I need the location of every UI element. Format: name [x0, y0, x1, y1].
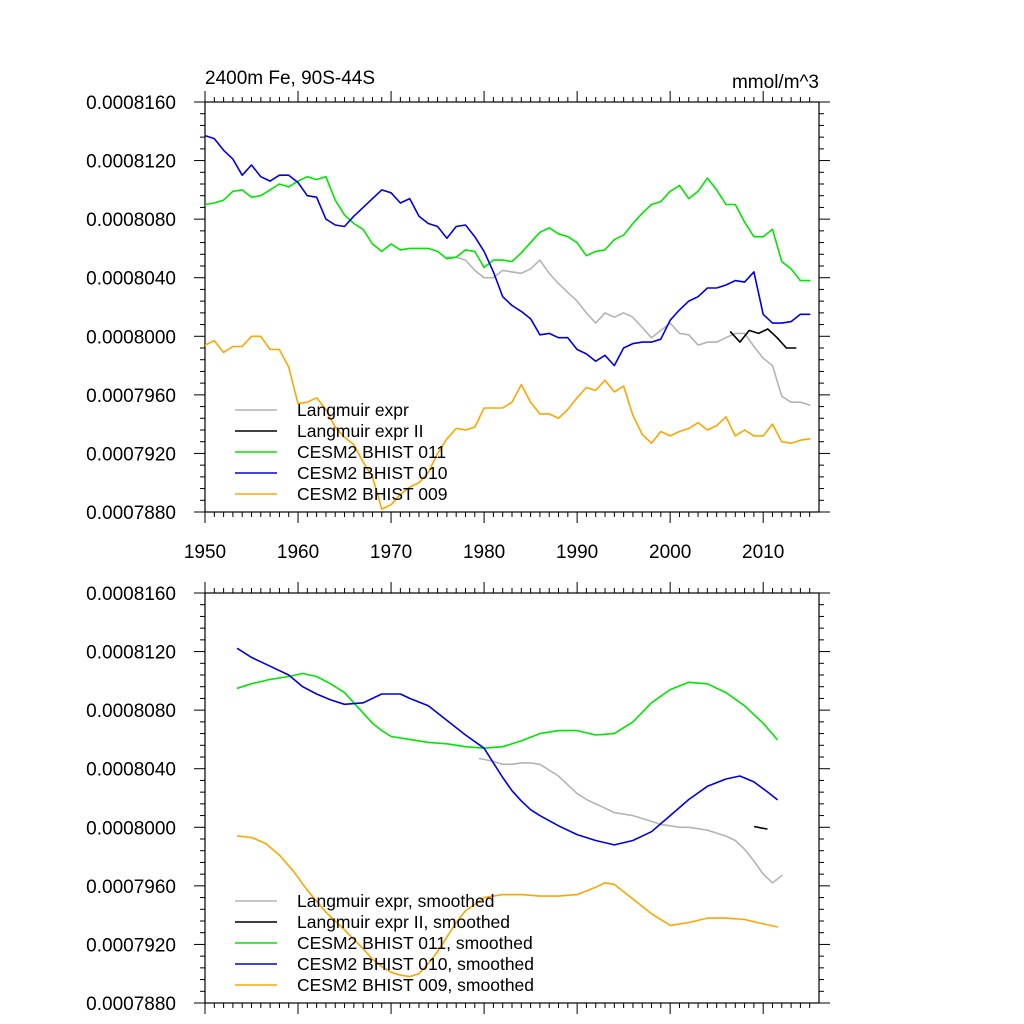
legend-label: CESM2 BHIST 011 — [297, 442, 446, 462]
y-tick-label: 0.0008000 — [86, 818, 176, 839]
chart-title: 2400m Fe, 90S-44S — [205, 68, 375, 89]
legend-label: CESM2 BHIST 009, smoothed — [297, 975, 534, 995]
legend-label: CESM2 BHIST 010 — [297, 463, 448, 483]
y-tick-label: 0.0008080 — [86, 210, 176, 231]
units-label: mmol/m^3 — [732, 72, 819, 93]
y-tick-label: 0.0008040 — [86, 760, 176, 781]
series-line-cesm2-bhist-010-smoothed — [236, 647, 778, 846]
x-tick-label: 1960 — [277, 542, 319, 563]
legend-label: Langmuir expr — [297, 400, 409, 420]
series-line-langmuir-expr-smoothed — [478, 757, 783, 884]
series-line-cesm2-bhist-009-smoothed — [236, 835, 778, 978]
y-tick-label: 0.0008080 — [86, 701, 176, 722]
x-tick-label: 2000 — [649, 542, 691, 563]
legend-label: Langmuir expr II — [297, 421, 423, 441]
y-tick-label: 0.0008120 — [86, 152, 176, 173]
y-tick-label: 0.0007960 — [86, 877, 176, 898]
series-group — [236, 647, 783, 978]
top-panel: 1950 1960 1970 1980 1990 2000 2010 0.0008160 0.0… — [86, 68, 830, 563]
series-line-langmuir-expr-ii — [729, 328, 797, 349]
x-tick-label: 1980 — [463, 542, 505, 563]
y-tick-label: 0.0007960 — [86, 386, 176, 407]
y-tick-label: 0.0007920 — [86, 444, 176, 465]
y-tick-label: 0.0008160 — [86, 584, 176, 605]
bottom-panel: 0.0008160 0.0008120 0.0008080 0.0008040 0.00… — [86, 582, 830, 1015]
y-tick-label: 0.0008160 — [86, 93, 176, 114]
y-tick-label: 0.0007920 — [86, 935, 176, 956]
legend-label: CESM2 BHIST 009 — [297, 484, 447, 504]
series-line-langmuir-expr-ii-smoothed — [753, 825, 768, 830]
series-group — [205, 134, 811, 510]
y-tick-label: 0.0007880 — [86, 994, 176, 1015]
legend-label: CESM2 BHIST 010, smoothed — [297, 954, 534, 974]
y-tick-label: 0.0008120 — [86, 643, 176, 664]
y-tick-label: 0.0008000 — [86, 327, 176, 348]
x-tick-label: 1990 — [556, 542, 598, 563]
legend-label: Langmuir expr II, smoothed — [297, 912, 510, 932]
x-tick-label: 1950 — [184, 542, 226, 563]
y-tick-label: 0.0007880 — [86, 503, 176, 524]
series-line-cesm2-bhist-010 — [205, 134, 811, 367]
series-line-cesm2-bhist-011-smoothed — [236, 672, 778, 750]
y-tick-label: 0.0008040 — [86, 269, 176, 290]
legend-label: CESM2 BHIST 011, smoothed — [297, 933, 533, 953]
series-line-langmuir-expr — [446, 256, 811, 406]
series-line-cesm2-bhist-011 — [205, 175, 811, 282]
x-tick-label: 1970 — [370, 542, 412, 563]
x-tick-label: 2010 — [742, 542, 784, 563]
series-line-cesm2-bhist-009 — [205, 335, 811, 510]
legend-label: Langmuir expr, smoothed — [297, 891, 494, 911]
